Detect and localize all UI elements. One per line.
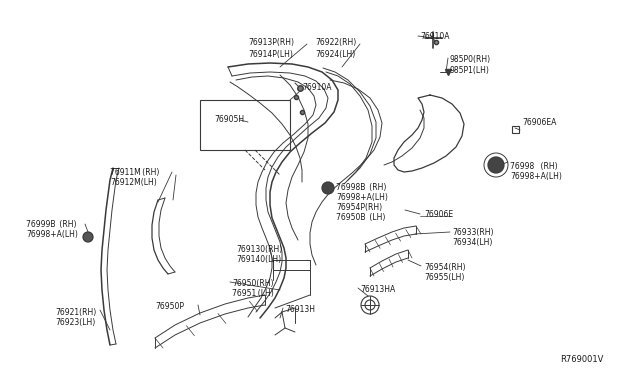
Circle shape: [488, 157, 504, 173]
Text: R769001V: R769001V: [560, 355, 604, 364]
Text: 76910A: 76910A: [420, 32, 449, 41]
Text: 76998+A(LH): 76998+A(LH): [510, 172, 562, 181]
Text: 76923(LH): 76923(LH): [55, 318, 95, 327]
Circle shape: [322, 182, 334, 194]
Text: 76912M(LH): 76912M(LH): [110, 178, 157, 187]
Text: 76913HA: 76913HA: [360, 285, 396, 294]
Text: 76933(RH): 76933(RH): [452, 228, 493, 237]
Text: 76950P: 76950P: [155, 302, 184, 311]
Text: 76924(LH): 76924(LH): [315, 50, 355, 59]
Text: 76951 (LH): 76951 (LH): [232, 289, 274, 298]
Text: 76998B  (RH): 76998B (RH): [336, 183, 387, 192]
Text: 985P1(LH): 985P1(LH): [450, 66, 490, 75]
Text: 76905H: 76905H: [214, 115, 244, 124]
Text: 76921(RH): 76921(RH): [55, 308, 96, 317]
Text: 76906EA: 76906EA: [522, 118, 556, 127]
Text: 985P0(RH): 985P0(RH): [450, 55, 491, 64]
Text: 76913H: 76913H: [285, 305, 315, 314]
Text: 76999B  (RH): 76999B (RH): [26, 220, 77, 229]
Text: 76911M (RH): 76911M (RH): [110, 168, 159, 177]
Bar: [512, 126, 519, 133]
Text: 76954(RH): 76954(RH): [424, 263, 465, 272]
Circle shape: [83, 232, 93, 242]
Text: 76950B  (LH): 76950B (LH): [336, 213, 385, 222]
Text: 76998+A(LH): 76998+A(LH): [336, 193, 388, 202]
Text: 76950(RH): 76950(RH): [232, 279, 273, 288]
Text: 76934(LH): 76934(LH): [452, 238, 492, 247]
Text: 76954P(RH): 76954P(RH): [336, 203, 382, 212]
Bar: [200, 100, 290, 150]
Text: 76910A: 76910A: [302, 83, 332, 92]
Text: 76922(RH): 76922(RH): [315, 38, 356, 47]
Text: 76906E: 76906E: [424, 210, 453, 219]
Text: 76914P(LH): 76914P(LH): [248, 50, 293, 59]
Text: 76913P(RH): 76913P(RH): [248, 38, 294, 47]
Text: 76998+A(LH): 76998+A(LH): [26, 230, 78, 239]
Text: 76998   (RH): 76998 (RH): [510, 162, 557, 171]
Text: 769140(LH): 769140(LH): [236, 255, 281, 264]
Text: 76955(LH): 76955(LH): [424, 273, 465, 282]
Text: 769130(RH): 769130(RH): [236, 245, 282, 254]
